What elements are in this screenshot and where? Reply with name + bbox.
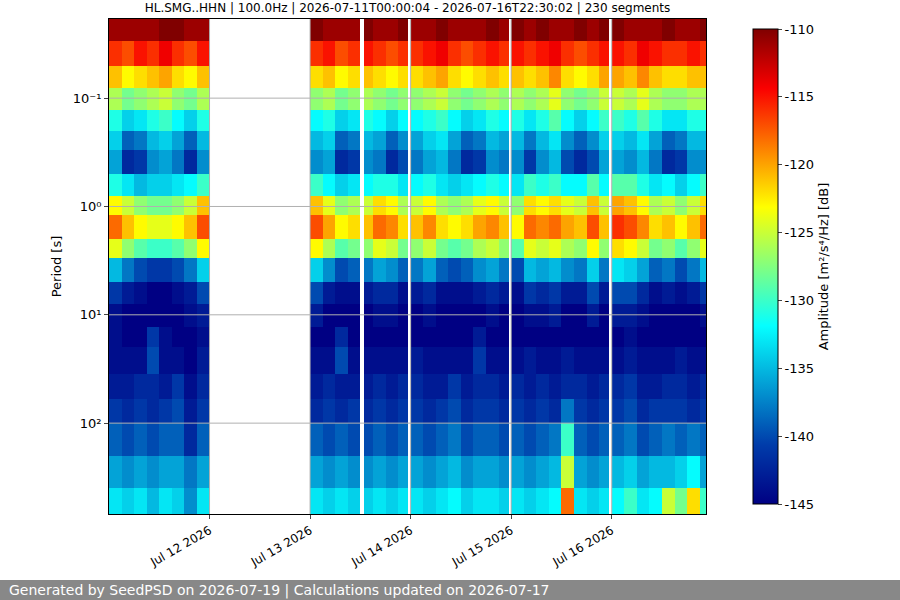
svg-text:-110: -110 — [785, 22, 815, 37]
svg-text:Jul 12 2026: Jul 12 2026 — [147, 523, 214, 570]
svg-text:10⁰: 10⁰ — [80, 199, 102, 214]
svg-text:Jul 15 2026: Jul 15 2026 — [449, 523, 516, 570]
svg-text:-130: -130 — [785, 293, 815, 308]
svg-text:Jul 14 2026: Jul 14 2026 — [348, 523, 415, 570]
svg-text:HL.SMG..HHN | 100.0Hz | 2026-0: HL.SMG..HHN | 100.0Hz | 2026-07-11T00:00… — [145, 1, 671, 15]
svg-text:-115: -115 — [785, 89, 815, 104]
svg-text:-135: -135 — [785, 361, 815, 376]
svg-text:-140: -140 — [785, 429, 815, 444]
svg-text:10¹: 10¹ — [80, 307, 102, 322]
svg-text:10⁻¹: 10⁻¹ — [73, 91, 102, 106]
svg-text:10²: 10² — [80, 416, 102, 431]
svg-text:-125: -125 — [785, 225, 815, 240]
svg-text:-145: -145 — [785, 497, 815, 512]
svg-text:Jul 13 2026: Jul 13 2026 — [248, 523, 315, 570]
svg-text:Amplitude [m²/s⁴/Hz] [dB]: Amplitude [m²/s⁴/Hz] [dB] — [816, 183, 831, 351]
svg-text:-120: -120 — [785, 157, 815, 172]
html-text:Generated by SeedPSD on 2026-0: Generated by SeedPSD on 2026-07-19 | Cal… — [9, 582, 550, 598]
svg-text:Jul 16 2026: Jul 16 2026 — [550, 523, 617, 570]
svg-text:Period [s]: Period [s] — [49, 236, 64, 298]
